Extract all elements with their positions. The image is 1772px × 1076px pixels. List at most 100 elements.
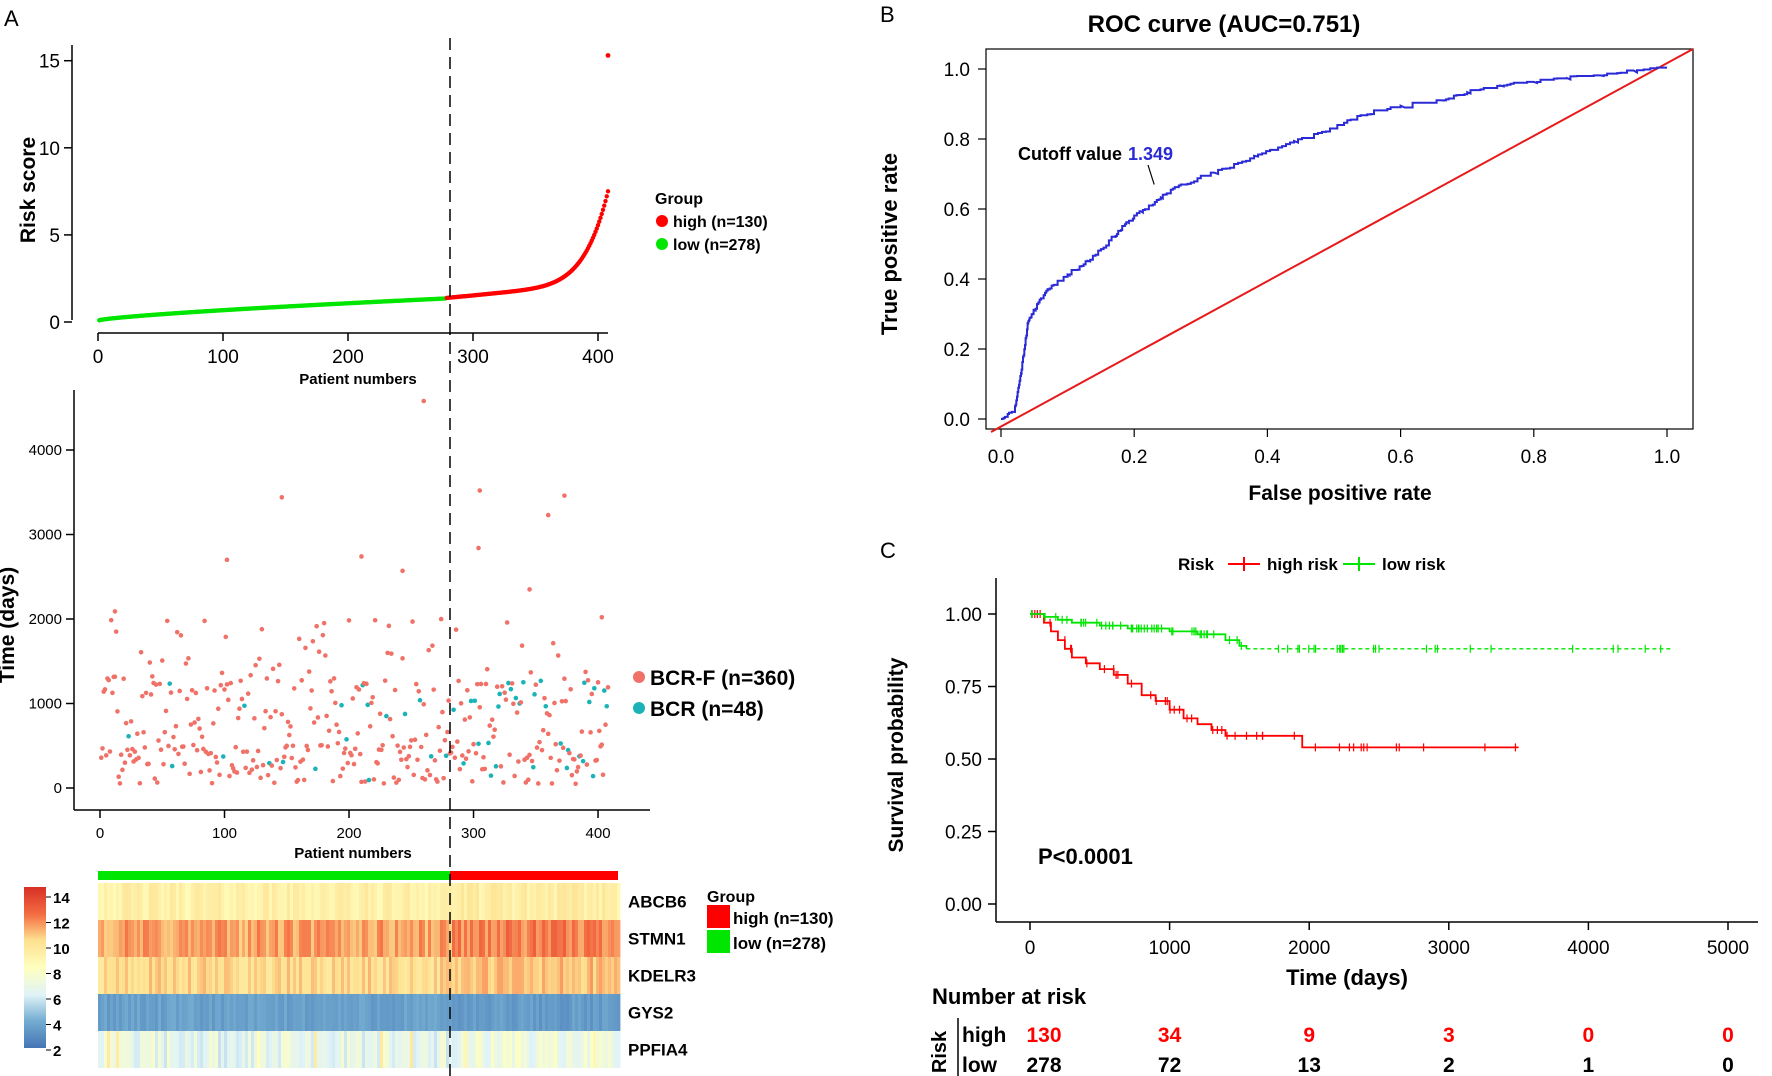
heatmap-cell xyxy=(263,994,267,1031)
heatmap-cell xyxy=(566,957,570,994)
heatmap-cell xyxy=(293,883,297,920)
time-point-bcrf xyxy=(377,711,383,717)
time-point-bcrf xyxy=(416,688,422,694)
time-point-bcrf xyxy=(352,746,358,752)
heatmap-cell xyxy=(455,920,459,957)
time-point-bcrf xyxy=(166,743,171,749)
heatmap-cell xyxy=(548,920,552,957)
heatmap-cell xyxy=(422,994,426,1031)
heatmap-cell xyxy=(584,920,588,957)
risk-point-high xyxy=(598,215,603,221)
heatmap-cell xyxy=(611,920,615,957)
roc-curve xyxy=(1001,66,1667,420)
heatmap-cell xyxy=(182,883,186,920)
heatmap-cell xyxy=(581,994,585,1031)
heatmap-cell xyxy=(491,1031,495,1068)
time-point-bcrf xyxy=(442,737,448,743)
heatmap-cell xyxy=(548,883,552,920)
heatmap-cell xyxy=(305,920,309,957)
heatmap-cell xyxy=(311,883,315,920)
heatmap-cell xyxy=(521,1031,525,1068)
heatmap-cell xyxy=(569,1031,573,1068)
time-point-bcrf xyxy=(107,749,113,754)
heatmap-cell xyxy=(110,957,114,994)
heatmap-cell xyxy=(164,957,168,994)
heatmap-cell xyxy=(284,920,288,957)
time-point-bcr xyxy=(508,686,514,692)
heatmap-cell xyxy=(572,920,576,957)
heatmap-cell xyxy=(245,920,249,957)
heatmap-cell xyxy=(185,883,189,920)
time-point-bcrf xyxy=(533,682,539,688)
heatmap-cell xyxy=(224,920,228,957)
time-point-bcrf xyxy=(156,738,161,743)
heatmap-cell xyxy=(203,920,207,957)
heatmap-cell xyxy=(137,920,141,957)
heatmap-cell xyxy=(218,920,222,957)
heatmap-cell xyxy=(533,1031,537,1068)
legend-low-swatch xyxy=(707,930,730,953)
x-tick-label: 100 xyxy=(207,347,239,368)
heatmap-cell xyxy=(515,883,519,920)
heatmap-cell xyxy=(170,883,174,920)
time-point-bcrf xyxy=(494,684,500,689)
heatmap-cell xyxy=(185,957,189,994)
heatmap-cell xyxy=(575,957,579,994)
heatmap-cell xyxy=(122,1031,126,1068)
heatmap-cell xyxy=(461,883,465,920)
heatmap-cell xyxy=(377,957,381,994)
heatmap-cell xyxy=(170,994,174,1031)
time-point-bcrf xyxy=(153,682,159,687)
gene-label: PPFIA4 xyxy=(628,1041,688,1060)
heatmap-cell xyxy=(503,957,507,994)
heatmap-cell xyxy=(131,883,135,920)
time-point-bcrf xyxy=(487,723,493,728)
heatmap-cell xyxy=(401,920,405,957)
heatmap-cell xyxy=(191,957,195,994)
heatmap-cell xyxy=(101,920,105,957)
time-point-bcrf xyxy=(549,781,555,786)
time-point-bcrf xyxy=(182,761,187,766)
heatmap-cell xyxy=(98,883,102,920)
time-point-bcrf xyxy=(562,493,567,498)
heatmap-cell xyxy=(188,1031,192,1068)
time-point-bcrf xyxy=(218,682,224,688)
heatmap-cell xyxy=(176,883,180,920)
heatmap-cell xyxy=(485,1031,489,1068)
heatmap-cell xyxy=(380,994,384,1031)
time-point-bcrf xyxy=(426,647,432,653)
heatmap-cell xyxy=(257,1031,261,1068)
heatmap-cell xyxy=(338,994,342,1031)
heatmap-cell xyxy=(365,883,369,920)
heatmap-cell xyxy=(146,920,150,957)
heatmap-cell xyxy=(98,957,102,994)
time-point-bcrf xyxy=(214,760,220,765)
time-point-bcrf xyxy=(395,743,400,748)
heatmap-cell xyxy=(563,920,567,957)
heatmap-cell xyxy=(479,1031,483,1068)
heatmap-cell xyxy=(212,1031,216,1068)
time-point-bcrf xyxy=(389,651,394,656)
heatmap-cell xyxy=(362,1031,366,1068)
y-tick-label: 0.50 xyxy=(945,750,982,771)
heatmap-cell xyxy=(500,883,504,920)
time-point-bcrf xyxy=(548,755,554,761)
heatmap-cell xyxy=(341,1031,345,1068)
heatmap-cell xyxy=(104,957,108,994)
heatmap-cell xyxy=(320,1031,324,1068)
heatmap-cell xyxy=(158,1031,162,1068)
time-point-bcrf xyxy=(209,780,215,786)
heatmap-cell xyxy=(317,957,321,994)
time-point-bcr xyxy=(167,681,173,686)
heatmap-cell xyxy=(419,1031,423,1068)
heatmap-cell xyxy=(155,994,159,1031)
heatmap-cell xyxy=(209,883,213,920)
heatmap-cell xyxy=(614,957,618,994)
heatmap-cell xyxy=(503,994,507,1031)
heatmap-cell xyxy=(491,957,495,994)
heatmap-cell xyxy=(572,957,576,994)
x-axis-label: False positive rate xyxy=(1248,482,1431,505)
time-point-bcr xyxy=(587,699,592,705)
time-point-bcrf xyxy=(319,742,324,748)
heatmap-cell xyxy=(173,1031,177,1068)
